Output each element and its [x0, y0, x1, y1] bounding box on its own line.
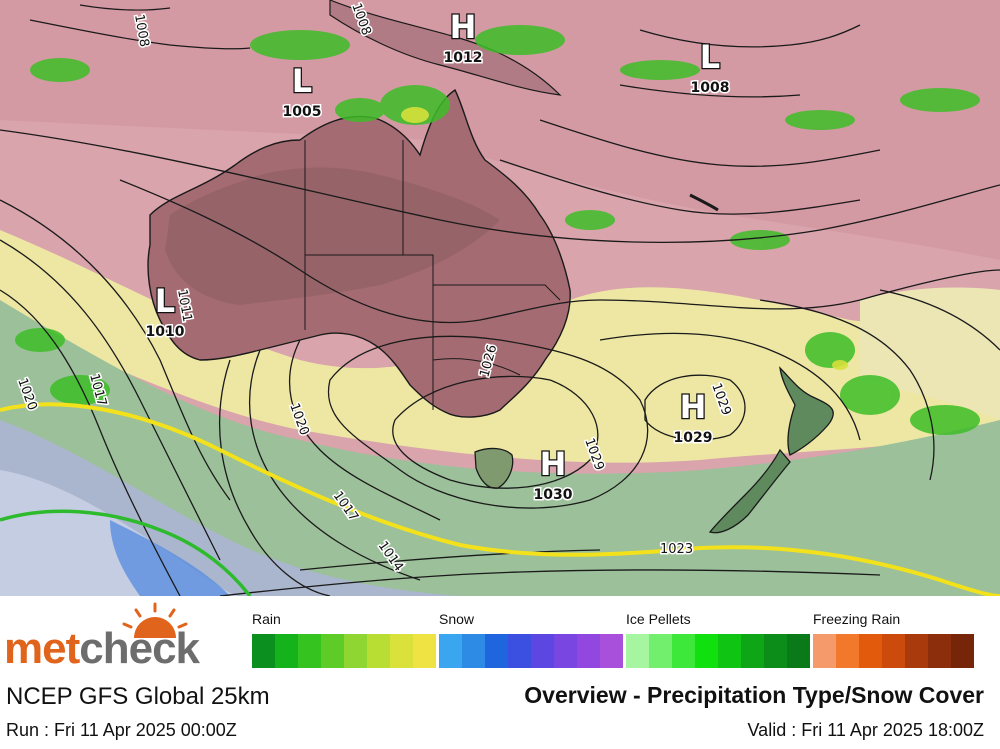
isobars	[0, 24, 1000, 596]
yellow-contour	[0, 402, 1000, 596]
legend-swatch	[275, 634, 298, 668]
legend-swatch	[298, 634, 321, 668]
legend-swatch	[813, 634, 836, 668]
legend-swatch	[741, 634, 764, 668]
system-value: 1005	[283, 104, 322, 120]
system-value: 1012	[444, 50, 483, 66]
system-letter: H	[540, 445, 567, 483]
legend-swatch	[695, 634, 718, 668]
legend-swatch	[344, 634, 367, 668]
high-pressure-1012: H 1012	[442, 7, 484, 68]
logo-met-text: met	[4, 624, 80, 673]
legend-swatch	[531, 634, 554, 668]
tropical-band	[0, 0, 1000, 260]
isobar-label: 1011	[174, 288, 195, 323]
legend-swatch	[600, 634, 623, 668]
weather-map: 1011 1020 1017 1020 1026 1029 1029 1017 …	[0, 0, 1000, 596]
system-value: 1008	[691, 80, 730, 96]
legend-swatch	[718, 634, 741, 668]
legend-swatch	[787, 634, 810, 668]
rain-areas	[15, 25, 980, 435]
low-pressure-1010: L 1010	[144, 281, 186, 342]
sun-logo-icon	[122, 602, 188, 638]
interior-dark	[165, 167, 500, 305]
legend-swatch	[649, 634, 672, 668]
legend-swatch	[321, 634, 344, 668]
system-letter: H	[680, 388, 707, 426]
southern-band	[0, 300, 1000, 596]
system-letter: L	[700, 38, 720, 76]
system-letter: H	[450, 8, 477, 46]
legend-swatch	[390, 634, 413, 668]
legend-swatch	[485, 634, 508, 668]
legend-swatch	[508, 634, 531, 668]
legend-snow-bar	[439, 634, 623, 668]
legend-snow-label: Snow	[439, 611, 475, 627]
tasmania	[474, 447, 514, 489]
legend-swatch	[951, 634, 974, 668]
legend-swatch	[577, 634, 600, 668]
high-pressure-1030: H 1030	[532, 444, 574, 505]
legend-freezing-rain-bar	[813, 634, 974, 668]
high-pressure-1029: H 1029	[672, 387, 714, 448]
legend-swatch	[252, 634, 275, 668]
legend-swatch	[859, 634, 882, 668]
model-name: NCEP GFS Global 25km	[6, 683, 270, 710]
legend-swatch	[836, 634, 859, 668]
low-pressure-1005: L 1005	[281, 61, 323, 122]
system-letter: L	[292, 62, 312, 100]
new-caledonia	[689, 193, 719, 212]
pressure-systems: H 1012 L 1008 L 1005 L 1010 H 1029 H 103…	[144, 7, 731, 505]
nz-south-island	[708, 448, 791, 534]
legend-rain-label: Rain	[252, 611, 281, 627]
legend-swatch	[439, 634, 462, 668]
nz-north-island	[779, 366, 834, 456]
system-letter: L	[155, 282, 175, 320]
legend-ice-pellets-bar	[626, 634, 810, 668]
legend-freezing-rain-label: Freezing Rain	[813, 611, 901, 627]
heavy-rain-areas	[401, 107, 848, 370]
legend-swatch	[928, 634, 951, 668]
metcheck-logo: metcheck	[4, 624, 200, 674]
legend-rain-bar	[252, 634, 436, 668]
low-pressure-1008: L 1008	[689, 37, 731, 98]
legend-swatch	[462, 634, 485, 668]
valid-time: Valid : Fri 11 Apr 2025 18:00Z	[747, 720, 984, 740]
new-guinea	[329, 0, 562, 96]
islands-northwest	[29, 19, 251, 50]
legend-ice-pellets-label: Ice Pellets	[626, 611, 691, 627]
legend-swatch	[764, 634, 787, 668]
snow-blue-patch	[110, 520, 230, 596]
state-border-nt-sa	[305, 254, 434, 410]
state-border-vic	[432, 358, 521, 376]
legend-swatch	[672, 634, 695, 668]
green-contour	[0, 509, 252, 596]
isobar-label: 1008	[131, 13, 152, 48]
logo-check-text: check	[79, 624, 200, 673]
isobar-label: 1023	[660, 542, 693, 557]
legend-swatch	[554, 634, 577, 668]
system-value: 1029	[674, 430, 713, 446]
system-value: 1010	[146, 324, 185, 340]
run-time: Run : Fri 11 Apr 2025 00:00Z	[6, 720, 237, 740]
legend-swatch	[905, 634, 928, 668]
footer: metcheck Rain Snow Ice Pellets Freezing …	[0, 596, 1000, 749]
legend-swatch	[367, 634, 390, 668]
legend-swatch	[626, 634, 649, 668]
legend-swatch	[413, 634, 436, 668]
state-border-nsw	[433, 284, 561, 301]
legend-swatch	[882, 634, 905, 668]
chart-title: Overview - Precipitation Type/Snow Cover	[524, 682, 984, 708]
islands-north	[79, 4, 171, 11]
system-value: 1030	[534, 487, 573, 503]
